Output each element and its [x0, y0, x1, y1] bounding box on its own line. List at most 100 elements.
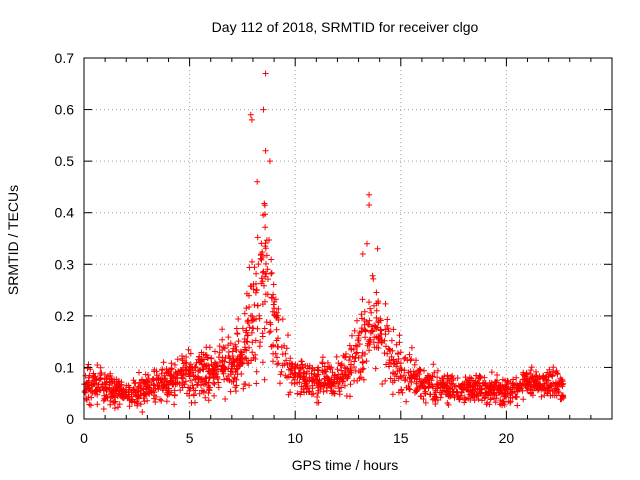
data-point: [256, 343, 263, 350]
data-point: [367, 305, 374, 312]
data-point: [296, 379, 303, 386]
data-point: [469, 387, 476, 394]
data-point: [315, 399, 322, 406]
data-point: [375, 319, 382, 326]
data-point: [378, 339, 385, 345]
data-point: [296, 372, 303, 379]
data-point: [375, 345, 382, 351]
data-point: [496, 382, 503, 389]
data-point: [266, 158, 273, 165]
data-point: [403, 398, 410, 405]
data-point: [290, 374, 297, 381]
data-point: [116, 387, 123, 393]
data-point: [450, 375, 456, 382]
data-point: [422, 399, 429, 406]
data-point: [386, 363, 393, 370]
data-point: [558, 392, 565, 399]
data-point: [205, 354, 211, 361]
data-point: [232, 384, 239, 391]
data-point: [431, 369, 438, 376]
data-point: [147, 385, 153, 391]
data-point: [249, 349, 256, 356]
data-point: [88, 394, 95, 401]
data-point: [281, 360, 288, 367]
data-point: [83, 397, 90, 403]
data-point: [362, 351, 368, 357]
data-point: [265, 276, 271, 283]
data-point: [520, 369, 527, 376]
data-point: [513, 394, 520, 401]
data-point: [196, 390, 203, 397]
data-point: [259, 249, 266, 256]
data-point: [268, 270, 275, 277]
data-point: [197, 367, 204, 374]
data-point: [113, 388, 120, 395]
data-point: [377, 331, 384, 337]
data-point: [241, 310, 248, 317]
data-point: [182, 378, 189, 385]
data-point: [373, 325, 380, 332]
data-point: [94, 391, 101, 398]
data-point: [363, 358, 370, 365]
data-point: [253, 270, 260, 277]
data-point: [388, 337, 395, 344]
data-point: [491, 384, 498, 391]
data-point: [210, 370, 217, 377]
data-point: [335, 385, 342, 392]
data-point: [406, 351, 413, 358]
data-point: [432, 385, 439, 392]
data-point: [381, 337, 388, 344]
data-point: [407, 386, 413, 393]
data-point: [382, 300, 389, 307]
data-point: [262, 240, 269, 247]
y-tick-label: 0: [66, 411, 74, 427]
data-point: [314, 382, 321, 389]
data-point: [554, 386, 561, 393]
data-point: [494, 385, 501, 392]
data-point: [366, 299, 372, 306]
data-point: [297, 391, 304, 398]
data-point: [109, 378, 116, 385]
data-point: [225, 342, 232, 349]
data-point: [116, 401, 123, 408]
data-point: [270, 358, 276, 365]
data-point: [554, 371, 561, 378]
data-point: [222, 396, 229, 402]
data-point: [355, 368, 362, 374]
data-point: [301, 380, 308, 387]
data-point: [211, 374, 218, 381]
data-point: [158, 397, 165, 404]
y-tick-labels: 0 0.1 0.2 0.3 0.4 0.5 0.6 0.7: [55, 50, 75, 427]
data-point: [248, 329, 255, 336]
data-point: [348, 346, 355, 353]
data-point: [452, 382, 459, 389]
data-point: [246, 292, 252, 299]
data-point: [151, 392, 158, 399]
y-tick-label: 0.1: [55, 359, 75, 375]
data-point: [120, 394, 127, 401]
data-point: [260, 106, 267, 113]
data-point: [90, 381, 97, 388]
data-point: [336, 391, 343, 398]
data-point: [298, 383, 305, 390]
data-point: [274, 354, 280, 361]
data-point: [359, 366, 366, 373]
data-point: [181, 381, 188, 388]
data-point: [135, 383, 142, 390]
data-point: [249, 325, 256, 332]
data-point: [513, 374, 520, 381]
data-point: [277, 380, 283, 387]
data-point: [545, 384, 552, 391]
data-point: [85, 379, 92, 386]
data-point: [100, 406, 107, 412]
data-point: [477, 382, 484, 389]
data-point: [205, 390, 212, 397]
data-point: [266, 329, 273, 336]
data-point: [323, 387, 330, 394]
data-point: [371, 322, 378, 329]
data-point: [271, 305, 278, 312]
data-point: [417, 367, 424, 374]
data-point: [168, 360, 175, 367]
data-point: [509, 390, 516, 397]
data-point: [374, 245, 381, 252]
